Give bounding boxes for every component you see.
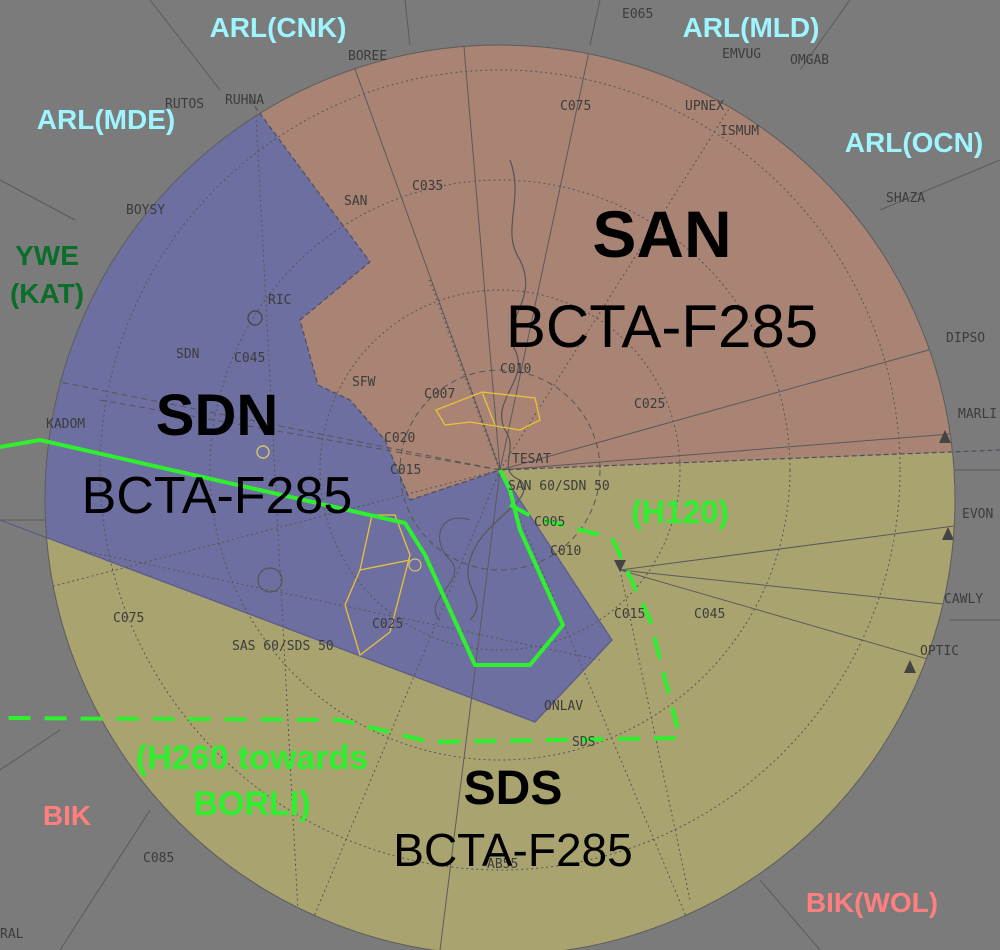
- sector-sdn-name: SDN: [156, 383, 278, 448]
- adjacent-arl-mld: ARL(MLD): [683, 12, 820, 43]
- route-label-h260-line2: BORLI): [193, 785, 310, 823]
- svg-text:C045: C045: [694, 607, 725, 622]
- svg-text:RUTOS: RUTOS: [165, 97, 204, 112]
- adjacent-kat: (KAT): [10, 278, 84, 309]
- departure-routes: [0, 438, 683, 745]
- svg-text:C010: C010: [500, 362, 531, 377]
- svg-text:C015: C015: [614, 607, 645, 622]
- svg-text:C075: C075: [560, 99, 591, 114]
- sector-sds-name: SDS: [464, 762, 563, 815]
- svg-text:OMGAB: OMGAB: [790, 53, 829, 68]
- svg-text:ISMUM: ISMUM: [720, 124, 759, 139]
- sector-san-name: SAN: [592, 197, 731, 271]
- svg-text:ONLAV: ONLAV: [544, 699, 583, 714]
- svg-text:SHAZA: SHAZA: [886, 191, 925, 206]
- svg-text:C025: C025: [372, 617, 403, 632]
- svg-text:SAN 60/SDN 50: SAN 60/SDN 50: [508, 479, 610, 494]
- svg-text:RUHNA: RUHNA: [225, 93, 264, 108]
- svg-text:BOREE: BOREE: [348, 49, 387, 64]
- svg-text:EVON: EVON: [962, 507, 993, 522]
- adjacent-bik: BIK: [43, 800, 91, 831]
- svg-text:SAS 60/SDS 50: SAS 60/SDS 50: [232, 639, 334, 654]
- svg-text:RAL: RAL: [0, 927, 24, 942]
- svg-text:SAN: SAN: [344, 194, 367, 209]
- route-h120-dashed: [0, 503, 683, 745]
- fix-labels: E065 BOREE EMVUG OMGAB C075 UPNEX ISMUM …: [0, 7, 997, 942]
- svg-text:C075: C075: [113, 611, 144, 626]
- svg-text:EMVUG: EMVUG: [722, 47, 761, 62]
- sector-label-sds: SDS BCTA-F285: [393, 762, 632, 876]
- route-label-h120: (H120): [631, 494, 729, 530]
- svg-text:C007: C007: [424, 387, 455, 402]
- adjacent-ywe: YWE: [15, 240, 79, 271]
- svg-text:MARLI: MARLI: [958, 407, 997, 422]
- svg-text:KADOM: KADOM: [46, 417, 85, 432]
- svg-text:SDS: SDS: [572, 735, 595, 750]
- svg-text:RIC: RIC: [268, 293, 291, 308]
- adjacent-arl-cnk: ARL(CNK): [210, 12, 347, 43]
- svg-text:C010: C010: [550, 544, 581, 559]
- sector-sds-area: [45, 450, 955, 950]
- adjacent-arl-mde: ARL(MDE): [37, 104, 175, 135]
- svg-text:SFW: SFW: [352, 375, 376, 390]
- adjacent-arl-ocn: ARL(OCN): [845, 127, 983, 158]
- sector-san-frequency: BCTA-F285: [506, 293, 818, 360]
- svg-text:C020: C020: [384, 431, 415, 446]
- svg-text:E065: E065: [622, 7, 653, 22]
- svg-text:C005: C005: [534, 515, 565, 530]
- sector-label-sdn: SDN BCTA-F285: [82, 383, 353, 525]
- svg-text:C035: C035: [412, 179, 443, 194]
- svg-text:OPTIC: OPTIC: [920, 644, 959, 659]
- svg-text:DIPSO: DIPSO: [946, 331, 985, 346]
- svg-text:AB55: AB55: [487, 857, 518, 872]
- sector-sds-frequency: BCTA-F285: [393, 824, 632, 876]
- svg-text:C045: C045: [234, 351, 265, 366]
- sector-boundaries: [0, 99, 1000, 723]
- svg-text:SDN: SDN: [176, 347, 199, 362]
- svg-text:C085: C085: [143, 851, 174, 866]
- adjacent-sector-labels: ARL(CNK) ARL(MLD) ARL(MDE) ARL(OCN) YWE …: [10, 12, 983, 918]
- route-label-h260-line1: (H260 towards: [136, 739, 368, 777]
- route-h260-solid: [0, 438, 565, 667]
- svg-text:TESAT: TESAT: [512, 452, 551, 467]
- svg-text:C025: C025: [634, 397, 665, 412]
- adjacent-bik-wol: BIK(WOL): [806, 887, 938, 918]
- svg-text:CAWLY: CAWLY: [944, 592, 983, 607]
- svg-text:BOYSY: BOYSY: [126, 203, 165, 218]
- radar-range-circle: [44, 44, 956, 950]
- route-labels: (H120) (H260 towards BORLI): [136, 494, 729, 823]
- svg-text:C015: C015: [390, 463, 421, 478]
- sector-sdn-area: [45, 100, 612, 722]
- sector-sdn-frequency: BCTA-F285: [82, 467, 353, 525]
- svg-text:UPNEX: UPNEX: [685, 99, 724, 114]
- sector-label-san: SAN BCTA-F285: [506, 197, 818, 360]
